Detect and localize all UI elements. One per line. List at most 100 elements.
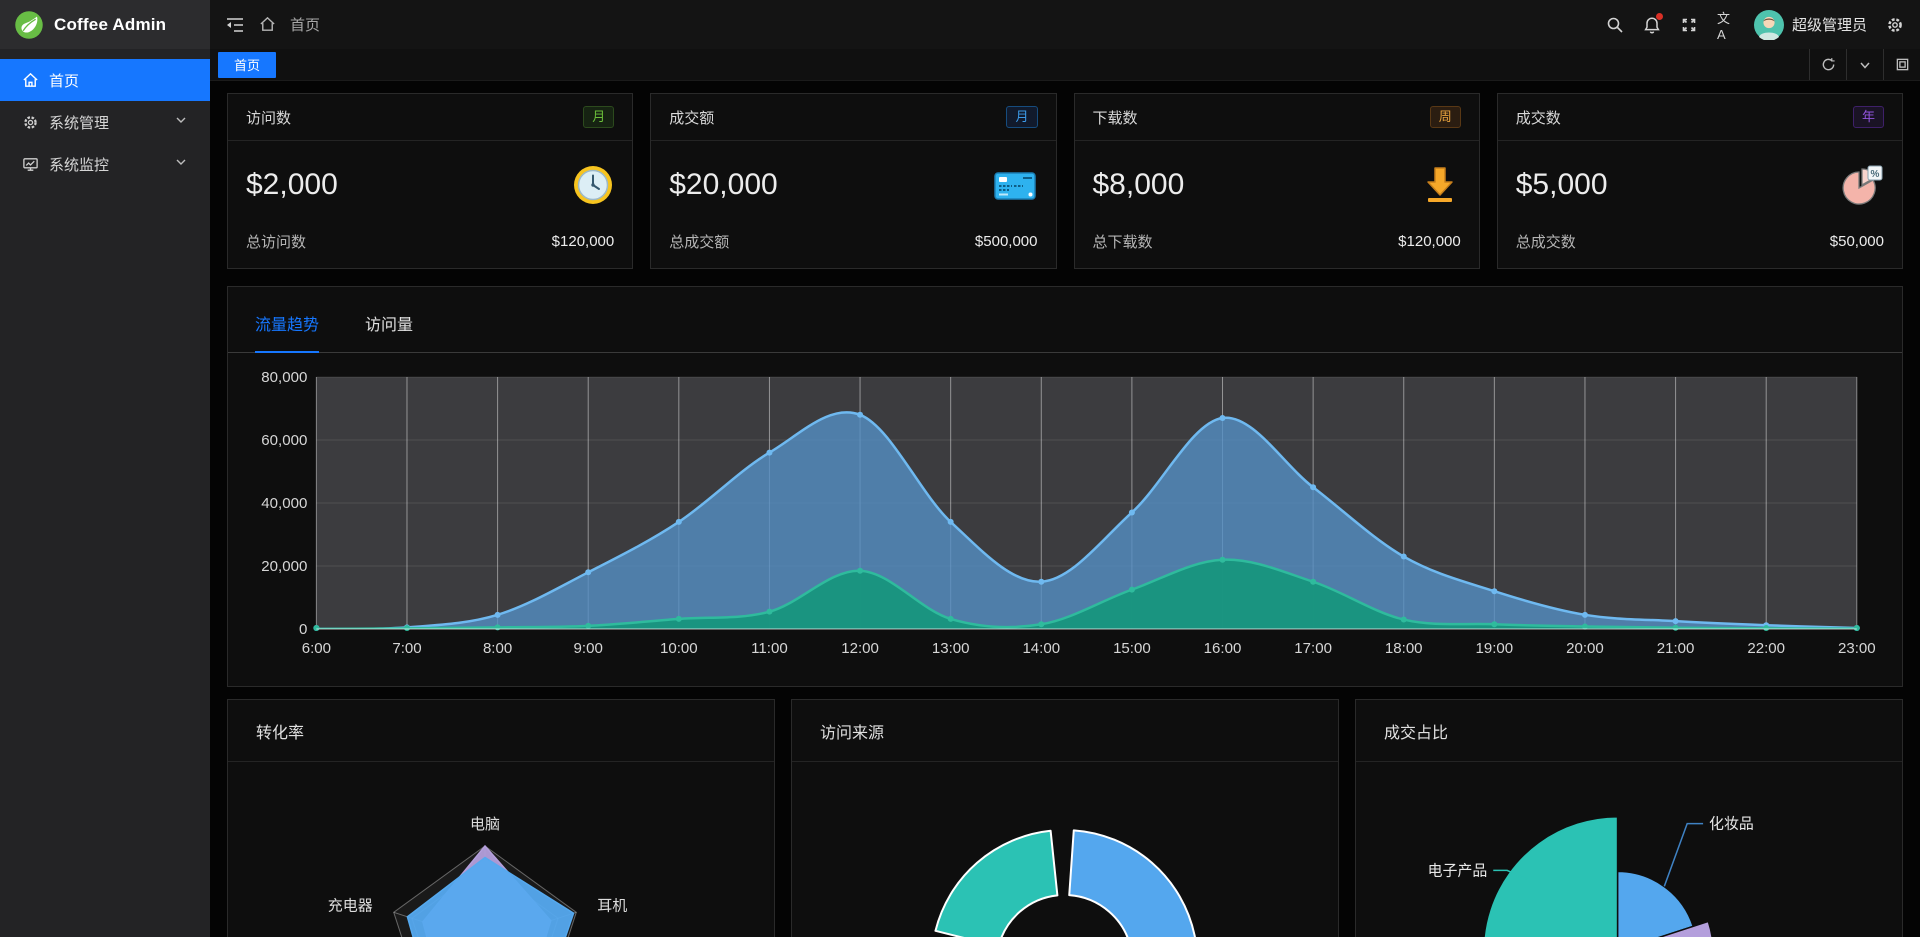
page-content: 访问数 月 $2,000 [210,81,1920,937]
settings-gear-icon[interactable] [1886,16,1904,34]
breadcrumb[interactable]: 首页 [290,17,321,34]
svg-text:18:00: 18:00 [1385,640,1423,657]
stat-card-deals: 成交数 年 $5,000 % [1496,93,1903,269]
svg-text:电脑: 电脑 [470,816,500,833]
traffic-trend-chart: 0 20,000 40,000 60,000 80,000 6:00 7:00 8:00 9:0… [261,369,1876,657]
visit-source-panel: 访问来源 [791,699,1339,937]
stat-card-footer-value: $50,000 [1829,233,1884,250]
stat-card-value: $2,000 [246,168,338,201]
svg-text:40,000: 40,000 [261,495,307,512]
svg-text:22:00: 22:00 [1747,640,1785,657]
fullscreen-icon[interactable] [1680,16,1698,34]
chevron-down-icon [175,114,192,131]
credit-card-icon [992,165,1038,205]
monitor-icon [22,156,39,173]
tabbar-actions [1809,49,1920,80]
brand-name: Coffee Admin [54,14,167,34]
sidebar-item-system-management[interactable]: 系统管理 [0,101,210,143]
tab-traffic-trend[interactable]: 流量趋势 [255,311,320,353]
stat-card-footer-label: 总下载数 [1092,234,1153,251]
stat-card-footer-label: 总成交额 [669,234,730,251]
panel-title: 转化率 [228,700,774,762]
sidebar-collapse-icon[interactable] [226,16,244,34]
period-badge: 周 [1429,106,1461,128]
svg-text:20,000: 20,000 [261,558,307,575]
maximize-icon[interactable] [1883,49,1920,80]
view-tab-home[interactable]: 首页 [218,51,277,78]
bottom-panel-row: 转化率 电脑 耳机 充电器 访问来源 成交占比 化妆品 电子产品 [227,699,1903,937]
search-icon[interactable] [1606,16,1624,34]
panel-title: 成交占比 [1356,700,1902,762]
stat-card-value: $5,000 [1515,168,1608,201]
panel-title: 访问来源 [792,700,1338,762]
svg-text:9:00: 9:00 [574,640,603,657]
avatar [1753,9,1784,40]
period-badge: 月 [583,106,615,128]
pie-icon: % [1840,164,1884,206]
notification-dot [1655,12,1663,20]
stat-card-visits: 访问数 月 $2,000 [227,93,634,269]
stat-card-value: $20,000 [669,168,778,201]
top-navbar: 首页 [210,0,1920,49]
stat-card-value: $8,000 [1092,168,1185,201]
sidebar-item-home[interactable]: 首页 [0,59,210,101]
svg-text:10:00: 10:00 [660,640,698,657]
svg-text:60,000: 60,000 [261,432,307,449]
tab-visit-volume[interactable]: 访问量 [365,317,414,334]
brand-logo[interactable]: Coffee Admin [0,0,210,49]
stat-card-row: 访问数 月 $2,000 [227,93,1903,269]
trend-tabs: 流量趋势 访问量 [228,287,1902,353]
period-badge: 年 [1852,106,1884,128]
svg-text:80,000: 80,000 [261,369,307,386]
user-name: 超级管理员 [1791,17,1867,34]
navbar-right: 文A 超级管理员 [1606,9,1904,42]
svg-text:14:00: 14:00 [1022,640,1060,657]
svg-text:电子产品: 电子产品 [1428,862,1488,879]
stat-card-title: 下载数 [1092,109,1138,127]
user-menu[interactable]: 超级管理员 [1753,9,1867,40]
svg-text:19:00: 19:00 [1476,640,1514,657]
notification-bell-icon[interactable] [1643,12,1663,34]
gear-icon [22,114,39,131]
svg-text:6:00: 6:00 [302,640,331,657]
home-icon [22,72,39,89]
sidebar-item-label: 系统监控 [49,156,110,174]
stat-card-title: 成交额 [669,109,715,127]
svg-text:23:00: 23:00 [1838,640,1876,657]
download-icon [1419,164,1461,206]
stat-card-title: 访问数 [246,109,292,127]
view-tabs: 首页 [210,49,277,80]
svg-text:15:00: 15:00 [1113,640,1151,657]
sidebar-item-system-monitor[interactable]: 系统监控 [0,143,210,185]
translate-icon[interactable]: 文A [1716,10,1730,42]
stat-card-footer-value: $120,000 [1398,233,1461,250]
deal-share-panel: 成交占比 化妆品电子产品 [1355,699,1903,937]
svg-text:21:00: 21:00 [1657,640,1695,657]
sidebar-menu: 首页 系统管理 [0,59,210,185]
svg-text:17:00: 17:00 [1294,640,1332,657]
refresh-icon[interactable] [1809,49,1846,80]
chevron-down-icon[interactable] [1846,49,1883,80]
chevron-down-icon [175,156,192,173]
svg-text:16:00: 16:00 [1204,640,1242,657]
period-badge: 月 [1006,106,1038,128]
stat-card-footer-value: $120,000 [551,233,615,250]
svg-text:7:00: 7:00 [392,640,421,657]
svg-text:化妆品: 化妆品 [1709,816,1754,833]
stat-card-footer-label: 总成交数 [1515,234,1576,251]
svg-text:20:00: 20:00 [1566,640,1604,657]
visit-source-donut-chart [934,829,1196,937]
breadcrumb-home-icon[interactable] [258,16,276,34]
stat-card-downloads: 下载数 周 $8,000 [1073,93,1480,269]
stat-card-title: 成交数 [1515,109,1561,127]
stat-card-footer-value: $500,000 [974,233,1038,250]
svg-text:0: 0 [299,621,307,638]
conversion-rate-panel: 转化率 电脑 耳机 充电器 [227,699,775,937]
view-tabbar: 首页 [210,49,1920,81]
svg-text:耳机: 耳机 [597,898,627,915]
traffic-trend-panel: 流量趋势 访问量 0 20,000 40,000 60,000 80,000 6:00 7:… [227,286,1903,687]
svg-text:12:00: 12:00 [841,640,879,657]
